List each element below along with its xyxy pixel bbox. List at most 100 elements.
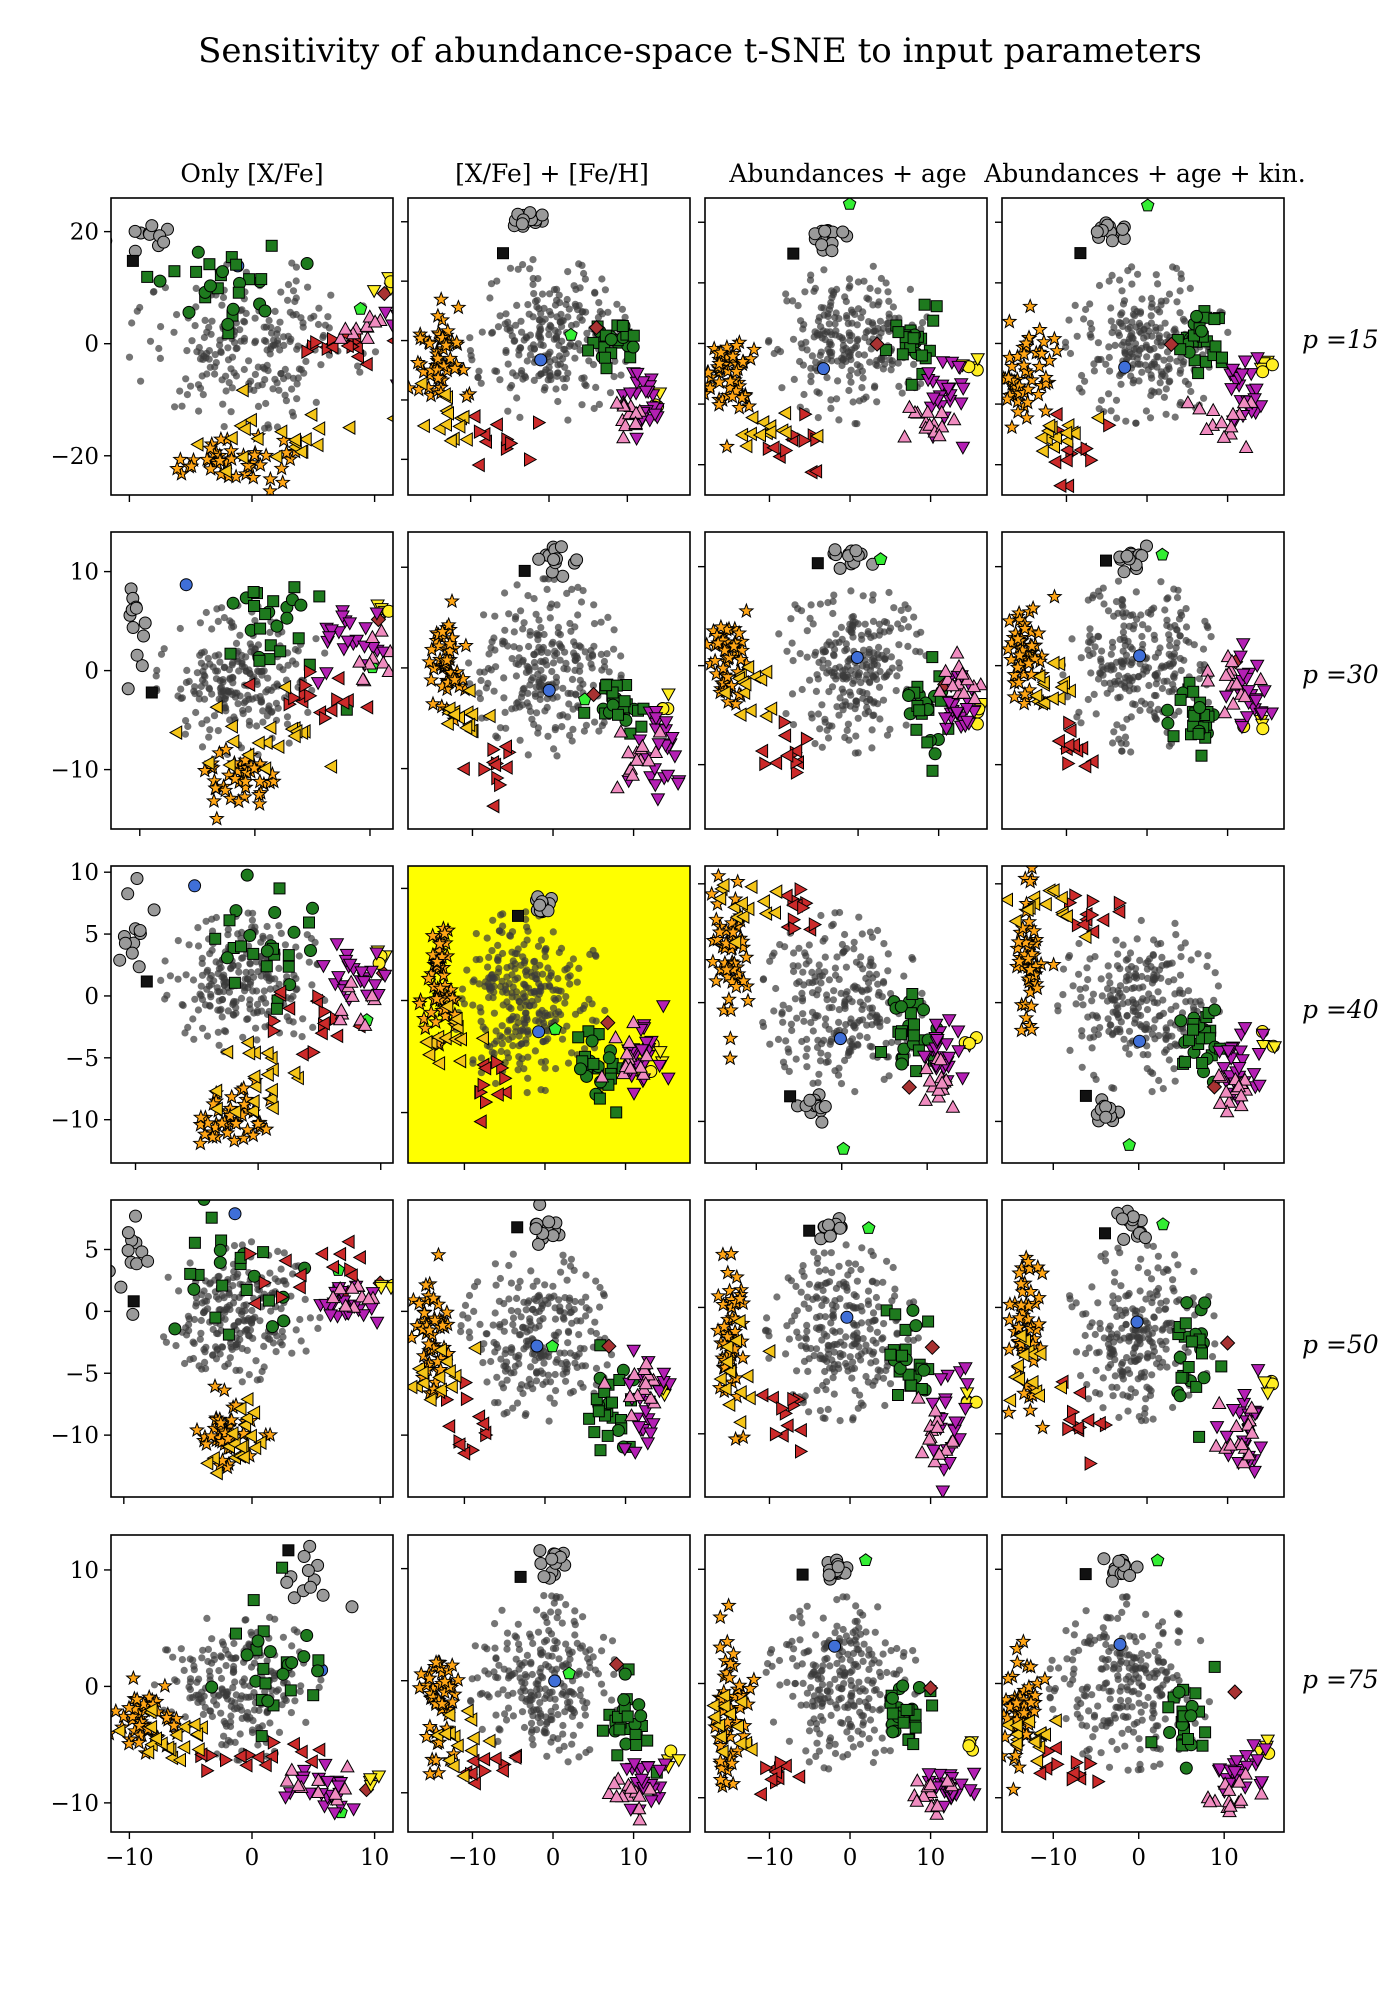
magenta-point (1248, 694, 1264, 709)
field-point (1127, 332, 1135, 340)
field-point (294, 342, 302, 350)
field-point (803, 1035, 811, 1043)
field-point (474, 373, 482, 381)
green-point (220, 951, 234, 965)
green-point (593, 1092, 606, 1105)
green-point (624, 351, 637, 364)
field-point (276, 318, 284, 326)
field-point (828, 922, 836, 930)
field-point (196, 651, 204, 659)
field-point (1134, 360, 1142, 368)
field-point (858, 635, 866, 643)
field-point (492, 1037, 500, 1045)
field-point (876, 1018, 884, 1026)
field-point (1146, 706, 1154, 714)
field-point (884, 950, 892, 958)
field-point (835, 975, 843, 984)
pink-point (652, 724, 668, 738)
field-point (284, 372, 292, 380)
panel-r1-c2 (698, 531, 988, 836)
field-point (851, 749, 860, 757)
field-point (887, 624, 895, 632)
field-point (574, 583, 582, 592)
field-point (198, 959, 206, 968)
field-point (819, 937, 827, 945)
orange-point (724, 348, 741, 364)
panel-frame (704, 865, 988, 1164)
field-point (1171, 325, 1179, 333)
field-point (814, 675, 822, 683)
gray-point (1105, 234, 1119, 248)
pink-point (1238, 439, 1254, 453)
field-point (1122, 1044, 1130, 1052)
field-point (814, 414, 822, 422)
field-point (848, 998, 856, 1006)
field-point (778, 384, 786, 392)
field-point (817, 979, 825, 987)
field-point (520, 980, 528, 988)
orange-point (245, 1127, 262, 1143)
field-point (242, 653, 250, 661)
red-point (304, 688, 318, 704)
gold-point (248, 1079, 262, 1094)
pink-point (1225, 406, 1241, 420)
field-point (157, 976, 165, 985)
field-point (205, 733, 213, 741)
field-point (554, 369, 562, 377)
field-point (1152, 680, 1160, 688)
field-point (232, 345, 240, 353)
field-point (287, 995, 295, 1003)
red-point (336, 695, 350, 710)
gray-point (133, 924, 147, 937)
field-point (1086, 331, 1094, 339)
field-point (494, 941, 502, 950)
field-point (807, 1019, 815, 1027)
field-point (829, 597, 837, 606)
orange-point (710, 867, 727, 883)
field-point (540, 304, 548, 312)
green-point (282, 949, 295, 962)
field-point (856, 998, 864, 1006)
field-point (1147, 312, 1155, 320)
field-point (1073, 332, 1081, 340)
green-point (928, 747, 942, 761)
field-point (214, 727, 222, 735)
black-point (145, 686, 158, 699)
field-point (224, 344, 232, 352)
field-point (822, 1015, 830, 1023)
green-point (224, 647, 237, 660)
orange-point (725, 923, 742, 940)
field-point (477, 1008, 485, 1016)
gold-point (264, 1082, 278, 1098)
gray-point (818, 224, 832, 238)
orange-point (742, 350, 759, 366)
field-point (815, 967, 823, 976)
orange-point (722, 1049, 739, 1066)
orange-point (724, 388, 741, 404)
gold-point (440, 406, 454, 421)
field-point (1139, 621, 1147, 629)
field-point (1110, 1084, 1118, 1092)
field-point (1119, 724, 1127, 732)
field-point (1107, 650, 1115, 658)
magenta-point (648, 712, 664, 726)
field-point (552, 1065, 560, 1073)
red-point (267, 1023, 282, 1039)
field-point (591, 718, 599, 726)
orange-point (720, 693, 737, 709)
field-point (816, 600, 825, 608)
pink-point (367, 314, 383, 328)
pink-point (626, 1014, 641, 1029)
pink-point (333, 1002, 349, 1016)
field-point (484, 679, 492, 688)
field-point (1166, 355, 1174, 363)
orange-point (431, 935, 448, 951)
field-point (125, 353, 134, 361)
field-point (554, 623, 563, 632)
field-point (1123, 1011, 1131, 1020)
field-point (1133, 935, 1141, 943)
green-point (304, 944, 317, 957)
gold-point (250, 431, 264, 447)
field-point (522, 373, 530, 382)
field-point (280, 341, 288, 349)
